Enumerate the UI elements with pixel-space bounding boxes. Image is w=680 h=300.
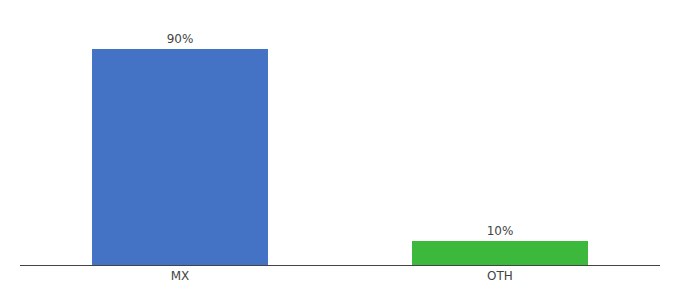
svg-text:10%: 10% (487, 224, 514, 238)
svg-text:90%: 90% (167, 32, 194, 46)
svg-text:OTH: OTH (487, 269, 513, 283)
svg-text:MX: MX (171, 269, 190, 283)
